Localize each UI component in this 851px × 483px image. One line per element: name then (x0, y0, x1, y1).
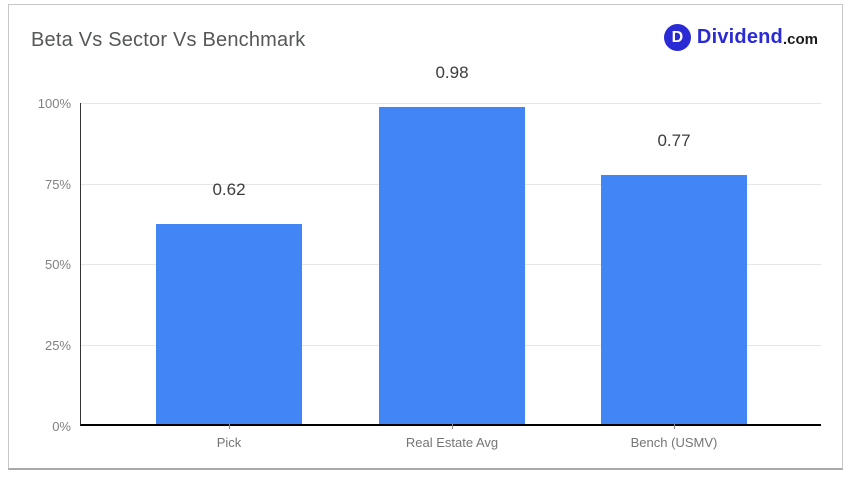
bar-value-label-bench-usmv: 0.77 (657, 131, 691, 150)
logo-brand-text: Dividend (696, 26, 783, 48)
y-axis-tick-25: 25% (44, 338, 71, 353)
dividend-logo: D Dividend .com (663, 24, 818, 51)
y-axis-tick-0: 0% (52, 419, 71, 434)
bar-group-pick: 0.62 Pick (156, 103, 302, 450)
x-label-real-estate-avg: Real Estate Avg (405, 435, 499, 450)
chart-title: Beta Vs Sector Vs Benchmark (31, 29, 306, 51)
dividend-d-icon: D (663, 24, 691, 51)
logo-monogram: D (671, 28, 684, 46)
x-label-bench-usmv: Bench (USMV) (630, 435, 718, 450)
plot-area: 0.62 Pick 0.98 Real Estate Avg 0.77 Benc… (80, 63, 821, 450)
y-axis-tick-100: 100% (37, 96, 71, 111)
x-axis-tick-mark (229, 424, 230, 429)
chart-card: Beta Vs Sector Vs Benchmark D Dividend .… (8, 4, 843, 470)
bar-group-bench-usmv: 0.77 Bench (USMV) (601, 103, 747, 450)
x-axis-tick-mark (674, 424, 675, 429)
x-axis-tick-mark (452, 424, 453, 429)
bar-group-real-estate-avg: 0.98 Real Estate Avg (379, 63, 525, 450)
y-axis-tick-50: 50% (44, 257, 71, 272)
logo-suffix-text: .com (782, 31, 818, 48)
bar-real-estate-avg[interactable] (379, 107, 525, 424)
x-label-pick: Pick (216, 435, 242, 450)
bar-pick[interactable] (156, 224, 302, 424)
y-axis-tick-75: 75% (44, 177, 71, 192)
bar-value-label-pick: 0.62 (212, 180, 246, 199)
gridline-100 (81, 103, 821, 104)
bar-bench-usmv[interactable] (601, 175, 747, 424)
bar-value-label-real-estate-avg: 0.98 (435, 63, 469, 82)
